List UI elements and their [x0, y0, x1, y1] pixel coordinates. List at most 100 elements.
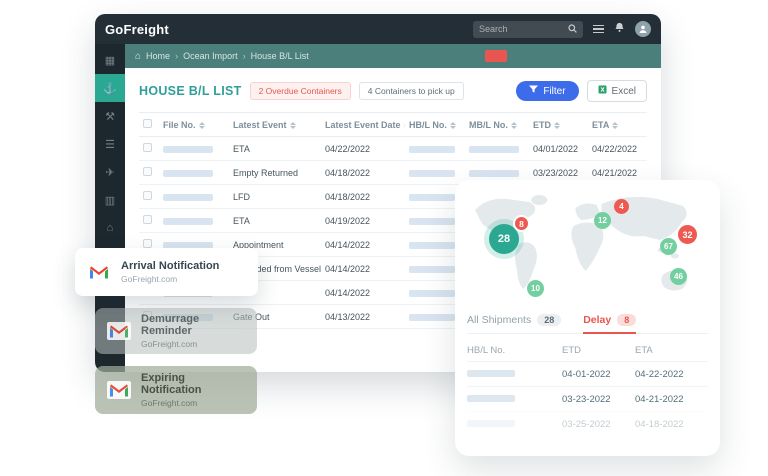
col-etd[interactable]: ETD — [529, 112, 588, 137]
file-no-placeholder — [163, 241, 213, 249]
sidebar-item-list[interactable]: ☰ — [95, 130, 125, 158]
col-label: File No. — [163, 119, 196, 130]
shipments-map-card: 28 8 12 4 32 67 46 10 All Shipments 28 D… — [455, 180, 720, 456]
col-label: Latest Event Date — [325, 119, 401, 130]
sidebar-item-air-freight[interactable]: ✈ — [95, 158, 125, 186]
map-cluster-marker[interactable]: 12 — [594, 212, 611, 229]
map-cluster-marker[interactable]: 28 — [489, 224, 519, 254]
row-checkbox[interactable] — [143, 191, 152, 200]
delay-shipments-table: HB/L No. ETD ETA 04-01-2022 04-22-2022 0… — [467, 340, 708, 436]
gmail-icon — [107, 381, 131, 399]
map-delay-marker[interactable]: 8 — [513, 215, 530, 232]
col-label: Latest Event — [233, 119, 287, 130]
email-card-expiring[interactable]: Expiring Notification GoFreight.com — [95, 366, 257, 414]
gmail-icon — [87, 263, 111, 281]
mini-table-row[interactable]: 04-01-2022 04-22-2022 — [467, 361, 708, 386]
email-source: GoFreight.com — [141, 339, 198, 349]
col-file-no[interactable]: File No. — [159, 112, 229, 137]
bell-icon[interactable] — [614, 20, 625, 38]
topbar-actions — [473, 20, 651, 38]
mini-table-row[interactable]: 03-25-2022 04-18-2022 — [467, 411, 708, 436]
sidebar-item-dashboard[interactable]: ▦ — [95, 46, 125, 74]
col-latest-event-date[interactable]: Latest Event Date — [321, 112, 405, 137]
latest-event-date-cell: 04/18/2022 — [321, 184, 405, 209]
sidebar-item-tools[interactable]: ⚒ — [95, 102, 125, 130]
email-title: Expiring Notification — [141, 372, 202, 396]
anchor-icon: ⚓ — [103, 82, 117, 95]
row-checkbox[interactable] — [143, 143, 152, 152]
select-all-header[interactable] — [139, 112, 159, 137]
col-label: ETD — [533, 119, 551, 130]
latest-event-cell: ETA — [229, 136, 321, 161]
mini-table-row[interactable]: 03-23-2022 04-21-2022 — [467, 386, 708, 411]
sort-icon — [289, 121, 296, 129]
dashboard-icon: ▦ — [104, 54, 116, 67]
mini-col-hbl: HB/L No. — [467, 345, 506, 356]
breadcrumb-home[interactable]: Home — [146, 51, 171, 61]
map-cluster-marker[interactable]: 10 — [527, 280, 544, 297]
sort-icon — [403, 121, 405, 129]
tab-all-shipments[interactable]: All Shipments 28 — [467, 314, 562, 333]
global-search[interactable] — [473, 20, 583, 38]
table-row[interactable]: ETA 04/22/2022 04/01/2022 04/22/2022 — [139, 136, 647, 161]
eta-cell: 04/22/2022 — [588, 136, 647, 161]
sort-icon — [510, 121, 517, 129]
tools-icon: ⚒ — [105, 110, 115, 123]
sidebar-item-trucking[interactable]: ▥ — [95, 186, 125, 214]
tab-delay[interactable]: Delay 8 — [583, 314, 637, 334]
email-source: GoFreight.com — [141, 398, 198, 408]
select-all-checkbox[interactable] — [143, 119, 152, 128]
filter-button[interactable]: Filter — [516, 81, 579, 101]
col-label: MB/L No. — [469, 119, 508, 130]
notification-red-badge — [485, 50, 507, 62]
breadcrumb-ocean-import[interactable]: Ocean Import — [175, 51, 238, 61]
file-no-placeholder — [163, 193, 213, 201]
user-avatar[interactable] — [635, 21, 651, 37]
col-eta[interactable]: ETA — [588, 112, 647, 137]
excel-export-button[interactable]: Excel — [586, 80, 647, 102]
search-input[interactable] — [479, 24, 564, 34]
row-checkbox[interactable] — [143, 239, 152, 248]
hbl-placeholder — [409, 265, 455, 273]
sort-icon — [198, 121, 205, 129]
tab-label: Delay — [583, 314, 612, 326]
shipments-tabs: All Shipments 28 Delay 8 — [467, 314, 708, 334]
etd-cell: 04/01/2022 — [529, 136, 588, 161]
map-cluster-marker[interactable]: 46 — [670, 268, 687, 285]
latest-event-date-cell: 04/19/2022 — [321, 208, 405, 233]
hbl-placeholder — [409, 289, 455, 297]
mbl-placeholder — [469, 169, 519, 177]
email-card-arrival[interactable]: Arrival Notification GoFreight.com — [75, 248, 258, 296]
map-delay-marker[interactable]: 32 — [678, 225, 697, 244]
mbl-placeholder — [469, 145, 519, 153]
row-checkbox[interactable] — [143, 215, 152, 224]
search-icon — [568, 20, 577, 38]
delay-count: 8 — [617, 314, 637, 326]
latest-event-date-cell: 04/14/2022 — [321, 232, 405, 257]
sort-icon — [612, 121, 619, 129]
latest-event-date-cell: 04/14/2022 — [321, 256, 405, 281]
mini-table-header: HB/L No. ETD ETA — [467, 340, 708, 361]
sidebar-item-warehouse[interactable]: ⌂ — [95, 214, 125, 242]
file-no-placeholder — [163, 145, 213, 153]
filter-button-label: Filter — [543, 85, 566, 97]
map-cluster-marker[interactable]: 67 — [660, 238, 677, 255]
breadcrumb-house-bl-list[interactable]: House B/L List — [243, 51, 309, 61]
latest-event-cell: Empty Returned — [229, 160, 321, 185]
sort-icon — [554, 121, 560, 129]
latest-event-date-cell: 04/14/2022 — [321, 280, 405, 305]
pickup-containers-badge: 4 Containers to pick up — [358, 82, 464, 100]
col-mbl-no[interactable]: MB/L No. — [465, 112, 529, 137]
mini-etd-cell: 03-25-2022 — [562, 418, 611, 430]
excel-button-label: Excel — [611, 85, 636, 97]
email-card-demurrage[interactable]: Demurrage Reminder GoFreight.com — [95, 308, 257, 354]
latest-event-date-cell: 04/22/2022 — [321, 136, 405, 161]
col-hbl-no[interactable]: HB/L No. — [405, 112, 465, 137]
col-latest-event[interactable]: Latest Event — [229, 112, 321, 137]
col-label: ETA — [592, 119, 610, 130]
world-map: 28 8 12 4 32 67 46 10 — [467, 192, 708, 304]
map-delay-marker[interactable]: 4 — [614, 199, 629, 214]
row-checkbox[interactable] — [143, 167, 152, 176]
menu-icon[interactable] — [593, 24, 604, 34]
sidebar-item-ocean-import[interactable]: ⚓ — [95, 74, 125, 102]
